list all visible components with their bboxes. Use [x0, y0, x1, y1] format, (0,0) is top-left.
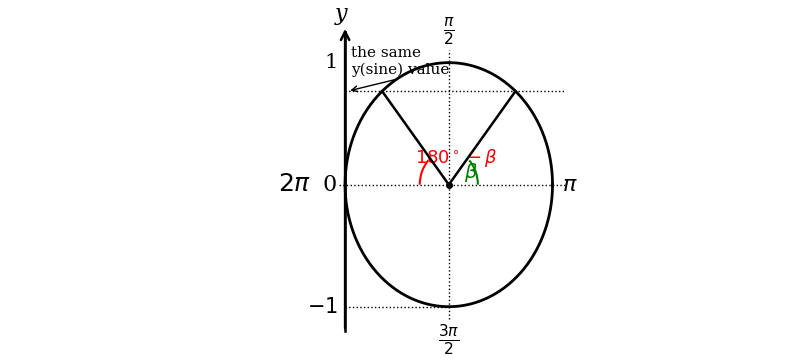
Text: $\frac{3\pi}{2}$: $\frac{3\pi}{2}$ — [438, 323, 459, 357]
Text: y: y — [335, 3, 348, 25]
Text: $2\pi$: $2\pi$ — [278, 173, 311, 196]
Text: $\pi$: $\pi$ — [562, 174, 578, 196]
Text: 0: 0 — [322, 174, 337, 196]
Text: $\beta$: $\beta$ — [464, 161, 478, 184]
Text: $\frac{\pi}{2}$: $\frac{\pi}{2}$ — [443, 15, 454, 47]
Text: 1: 1 — [324, 53, 338, 72]
Text: $-1$: $-1$ — [307, 297, 338, 317]
Text: the same
y(sine) value: the same y(sine) value — [351, 46, 450, 76]
Text: $180^\circ - \beta$: $180^\circ - \beta$ — [415, 147, 498, 169]
